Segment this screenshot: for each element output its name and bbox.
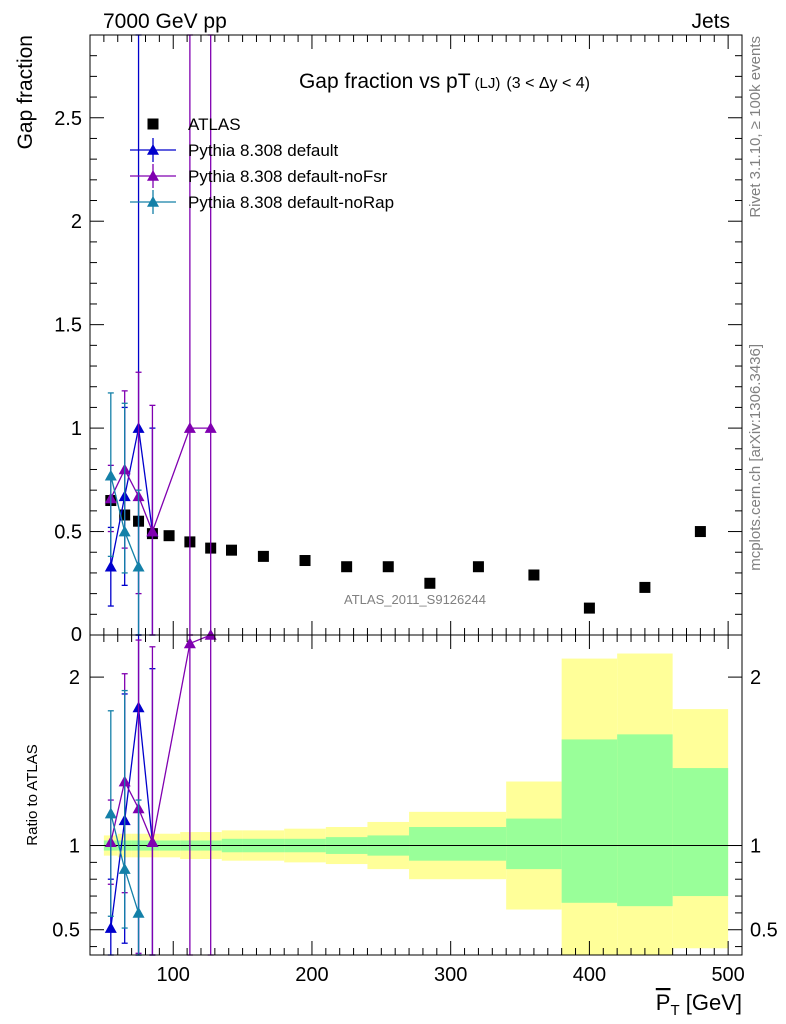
mcplots-label: mcplots.cern.ch [arXiv:1306.3436] bbox=[747, 344, 764, 571]
ratio-series-1 bbox=[104, 629, 217, 956]
main-point bbox=[183, 422, 196, 433]
ratio-point bbox=[204, 629, 217, 640]
header-left: 7000 GeV pp bbox=[103, 10, 227, 33]
ratio-y-axis-label: Ratio to ATLAS bbox=[24, 744, 41, 845]
x-tick-label: 500 bbox=[711, 964, 744, 986]
legend-label: Pythia 8.308 default-noFsr bbox=[188, 167, 388, 186]
main-point bbox=[118, 525, 131, 537]
ratio-series-2 bbox=[104, 689, 145, 956]
main-y-axis-label: Gap fraction bbox=[14, 35, 37, 149]
ratio-series-line bbox=[110, 634, 211, 845]
x-tick-label: 100 bbox=[157, 964, 190, 986]
legend-marker bbox=[147, 196, 159, 207]
ratio-point bbox=[104, 922, 117, 933]
main-panel: 0.5 1 1.5 2 2.5 0 Gap fraction vs pT (LJ) (3 < … bbox=[14, 34, 743, 646]
legend: ATLAS Pythia 8.308 default Pythia 8.308 de… bbox=[130, 115, 394, 214]
main-series-3 bbox=[104, 392, 145, 636]
main-point bbox=[146, 525, 159, 537]
legend-label: Pythia 8.308 default-noRap bbox=[188, 193, 394, 212]
ratio-y-tick-label: 0.5 bbox=[52, 920, 80, 942]
main-data-point bbox=[341, 561, 353, 573]
legend-marker bbox=[147, 118, 159, 130]
main-point bbox=[132, 560, 145, 572]
main-series-line bbox=[110, 427, 154, 567]
ratio-plot-content bbox=[90, 629, 742, 956]
main-data-point bbox=[299, 555, 311, 567]
main-point bbox=[104, 560, 117, 572]
main-data-point bbox=[257, 550, 269, 562]
x-tick-label: 300 bbox=[434, 964, 467, 986]
main-y-tick-label: 2 bbox=[71, 211, 82, 233]
legend-marker bbox=[147, 144, 159, 155]
main-y-tick-label: 1.5 bbox=[54, 315, 82, 337]
main-axis-ticks: 0.5 1 1.5 2 2.5 0 bbox=[54, 35, 742, 646]
ratio-y-tick-label: 2 bbox=[69, 667, 80, 689]
legend-label: Pythia 8.308 default bbox=[188, 141, 339, 160]
legend-marker bbox=[147, 170, 159, 181]
analysis-label: ATLAS_2011_S9126244 bbox=[344, 592, 486, 607]
main-data-point bbox=[694, 526, 706, 538]
main-data-point bbox=[583, 602, 595, 614]
main-y-tick-label: 1 bbox=[71, 418, 82, 440]
plot-title: Gap fraction vs pT (LJ) (3 < Δy < 4) bbox=[299, 70, 590, 93]
main-point bbox=[204, 422, 217, 433]
plot-title-range: (3 < Δy < 4) bbox=[506, 75, 590, 92]
header-right: Jets bbox=[691, 10, 730, 33]
rivet-label: Rivet 3.1.10, ≥ 100k events bbox=[747, 36, 764, 218]
main-y-tick-label-zero: 0 bbox=[71, 624, 82, 646]
main-data-point bbox=[382, 561, 394, 573]
ratio-axis-ticks: 100 200 300 400 500 0.5 0.5 1 1 2 2 bbox=[52, 635, 778, 986]
ratio-band-green bbox=[561, 739, 618, 903]
ratio-point bbox=[132, 906, 145, 918]
ratio-frame bbox=[89, 634, 743, 956]
plot-title-subscript: (LJ) bbox=[475, 75, 501, 92]
main-data-point bbox=[639, 581, 651, 593]
ratio-point bbox=[118, 863, 131, 874]
main-plot-content bbox=[104, 34, 706, 636]
main-y-tick-label: 0.5 bbox=[54, 522, 82, 544]
main-data-point bbox=[163, 530, 175, 542]
ratio-point bbox=[146, 836, 159, 847]
main-data-point bbox=[528, 569, 540, 581]
main-point bbox=[104, 469, 117, 481]
ratio-series-line bbox=[110, 707, 154, 929]
ratio-panel: 100 200 300 400 500 0.5 0.5 1 1 2 2 Ratio to ATLAS bbox=[24, 629, 778, 986]
x-axis-label: PT [GeV] bbox=[656, 990, 742, 1019]
ratio-y-tick-label-right: 2 bbox=[750, 667, 761, 689]
main-y-tick-label: 2.5 bbox=[54, 108, 82, 130]
main-series-line bbox=[110, 427, 211, 534]
main-data-point bbox=[472, 561, 484, 573]
ratio-band-green bbox=[506, 818, 562, 870]
ratio-y-tick-label-right: 0.5 bbox=[750, 920, 778, 942]
plot-title-main: Gap fraction vs pT bbox=[299, 70, 471, 93]
x-tick-label: 200 bbox=[295, 964, 328, 986]
ratio-band-green bbox=[672, 768, 729, 897]
ratio-y-tick-label: 1 bbox=[69, 836, 80, 858]
main-data-point bbox=[225, 544, 237, 556]
main-data-point bbox=[424, 577, 436, 589]
ratio-band-green bbox=[409, 827, 507, 861]
ratio-point bbox=[183, 637, 196, 649]
x-tick-label: 400 bbox=[573, 964, 606, 986]
ratio-y-tick-label-right: 1 bbox=[750, 836, 761, 858]
ratio-point bbox=[104, 807, 117, 819]
legend-label: ATLAS bbox=[188, 115, 241, 134]
ratio-band-green bbox=[617, 734, 673, 907]
